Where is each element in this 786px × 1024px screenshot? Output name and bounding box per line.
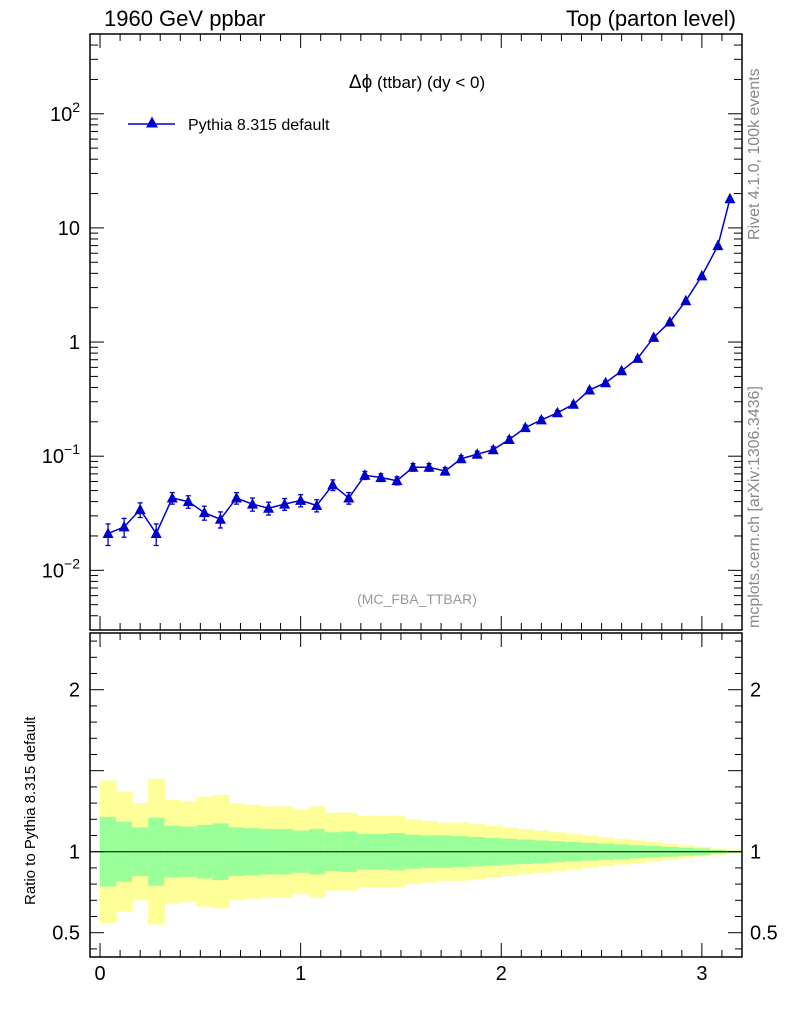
ratio-y-tick-label-right: 1 bbox=[750, 842, 761, 864]
x-tick-label: 1 bbox=[295, 963, 306, 985]
data-point bbox=[182, 495, 194, 507]
data-point bbox=[263, 502, 275, 513]
data-point bbox=[712, 239, 724, 251]
ratio-y-tick-label-left: 0.5 bbox=[52, 923, 80, 945]
data-point bbox=[230, 492, 242, 503]
data-point bbox=[616, 364, 628, 376]
header-left: 1960 GeV ppbar bbox=[104, 6, 266, 31]
data-point bbox=[246, 498, 258, 509]
data-point bbox=[487, 443, 499, 455]
data-point bbox=[648, 331, 660, 342]
data-point bbox=[359, 469, 371, 480]
data-point bbox=[584, 384, 596, 395]
data-point bbox=[343, 492, 355, 503]
ratio-y-tick-label-right: 0.5 bbox=[750, 923, 778, 945]
data-point bbox=[375, 471, 387, 483]
title-symbol: Δϕ bbox=[349, 72, 372, 93]
data-point bbox=[680, 294, 692, 306]
main-axes: 10−2 10−1 1 10 102 bbox=[42, 33, 743, 631]
data-point bbox=[664, 315, 676, 327]
data-point bbox=[535, 413, 547, 425]
data-point bbox=[503, 433, 515, 445]
data-point bbox=[724, 192, 736, 204]
series-pythia bbox=[102, 192, 736, 547]
data-point bbox=[134, 503, 146, 515]
data-point bbox=[102, 527, 114, 539]
data-point bbox=[198, 506, 210, 518]
series-line bbox=[107, 198, 731, 536]
header-right: Top (parton level) bbox=[566, 6, 736, 31]
data-point bbox=[279, 498, 291, 509]
ratio-axes: 0 1 2 3 0.5 0.5 1 1 2 2 bbox=[52, 633, 778, 985]
data-point bbox=[696, 269, 708, 281]
title-rest: (ttbar) (dy < 0) bbox=[372, 73, 485, 92]
data-point bbox=[391, 474, 403, 486]
data-point bbox=[327, 478, 339, 490]
data-point bbox=[600, 376, 612, 388]
data-point bbox=[214, 513, 226, 524]
data-point bbox=[118, 520, 130, 532]
legend-marker bbox=[146, 116, 158, 128]
data-point bbox=[471, 448, 483, 459]
ratio-y-tick-label-left: 1 bbox=[69, 842, 80, 864]
data-point bbox=[439, 465, 451, 476]
data-point bbox=[311, 499, 323, 510]
main-plot-frame bbox=[89, 33, 743, 631]
ratio-y-tick-label-right: 2 bbox=[750, 680, 761, 702]
ratio-plot-frame bbox=[89, 632, 743, 958]
data-point bbox=[150, 527, 162, 539]
y-tick-label: 10−2 bbox=[42, 555, 80, 582]
analysis-tag: (MC_FBA_TTBAR) bbox=[357, 591, 477, 607]
data-point bbox=[632, 352, 644, 363]
legend: Pythia 8.315 default bbox=[128, 116, 330, 134]
data-point bbox=[295, 494, 307, 505]
data-point bbox=[455, 452, 467, 464]
data-point bbox=[407, 461, 419, 472]
y-tick-label: 10 bbox=[58, 218, 80, 240]
data-point bbox=[519, 421, 531, 433]
data-point bbox=[423, 461, 435, 472]
data-point bbox=[166, 492, 178, 503]
y-tick-label: 10−1 bbox=[42, 441, 80, 468]
ratio-y-tick-label-left: 2 bbox=[69, 680, 80, 702]
data-point bbox=[551, 406, 563, 418]
y-tick-label: 102 bbox=[50, 99, 80, 126]
x-tick-label: 0 bbox=[94, 963, 105, 985]
y-tick-label: 1 bbox=[69, 332, 80, 354]
data-point bbox=[567, 398, 579, 409]
plot-title: Δϕ (ttbar) (dy < 0) bbox=[349, 72, 485, 93]
legend-label: Pythia 8.315 default bbox=[188, 117, 330, 134]
x-tick-label: 2 bbox=[496, 963, 507, 985]
x-tick-label: 3 bbox=[696, 963, 707, 985]
